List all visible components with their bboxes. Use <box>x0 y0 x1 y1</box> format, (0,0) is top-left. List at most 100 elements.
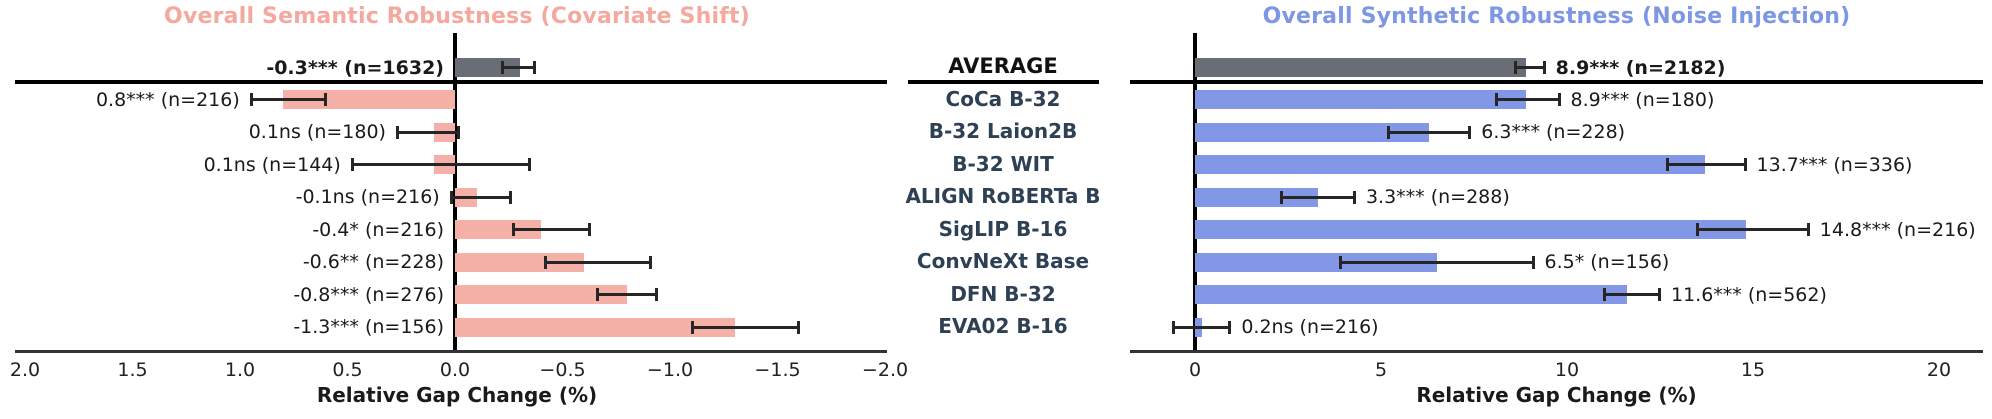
x-tick-label: 0.0 <box>439 359 471 381</box>
error-bar-cap <box>324 93 327 106</box>
model-bar <box>1195 187 1318 207</box>
error-bar <box>450 195 511 199</box>
error-bar-cap <box>1806 223 1810 236</box>
error-bar <box>1172 325 1231 329</box>
model-name: CoCa B-32 <box>945 86 1061 111</box>
model-bar <box>1195 90 1527 109</box>
value-label: 8.9*** (n=2182) <box>1555 56 1726 79</box>
error-bar-cap <box>1658 288 1661 301</box>
error-bar <box>396 130 460 134</box>
error-bar <box>1496 98 1560 101</box>
x-tick-label: −2.0 <box>861 359 909 381</box>
left-x-axis-title: Relative Gap Change (%) <box>316 383 598 407</box>
center-average-label: AVERAGE <box>948 54 1058 78</box>
x-tick-label: 0.5 <box>332 359 363 381</box>
x-tick-label: 15 <box>1740 359 1766 381</box>
error-bar <box>351 163 531 166</box>
model-name: DFN B-32 <box>950 281 1056 306</box>
x-tick-label: −1.0 <box>646 359 694 381</box>
error-bar <box>1280 195 1355 199</box>
model-name: SigLIP B-16 <box>938 216 1068 241</box>
model-bar <box>455 220 541 239</box>
x-tick-label: 1.0 <box>224 359 256 381</box>
model-bar <box>455 285 627 304</box>
error-bar-cap <box>449 190 453 204</box>
error-bar-cap <box>1513 61 1517 74</box>
error-bar-cap <box>1495 93 1499 106</box>
error-bar <box>513 228 591 231</box>
error-bar-cap <box>508 190 512 204</box>
model-bar <box>1195 122 1430 142</box>
value-label: -0.1ns (n=216) <box>295 186 440 208</box>
value-label: 14.8*** (n=216) <box>1819 218 1976 241</box>
model-name: EVA02 B-16 <box>938 314 1068 338</box>
error-bar-cap <box>655 288 659 301</box>
error-bar <box>1388 130 1471 134</box>
error-bar-cap <box>1387 125 1391 139</box>
x-tick-label: 10 <box>1554 359 1580 381</box>
value-label: -0.4* (n=216) <box>312 218 444 241</box>
error-bar-cap <box>532 61 536 74</box>
error-bar-cap <box>1542 61 1546 74</box>
value-label: 0.1ns (n=180) <box>248 121 386 143</box>
value-label: -0.3*** (n=1632) <box>266 56 444 79</box>
error-bar-cap <box>1696 223 1700 236</box>
model-name: B-32 Laion2B <box>928 119 1078 143</box>
x-tick-label: 0 <box>1188 359 1202 381</box>
average-separator-line <box>908 80 1099 84</box>
error-bar-cap <box>501 61 505 74</box>
error-bar-cap <box>1743 158 1747 171</box>
right-x-axis-title: Relative Gap Change (%) <box>1416 383 1697 407</box>
model-bar <box>455 317 735 337</box>
error-bar-cap <box>1352 190 1356 204</box>
x-tick-label: 5 <box>1374 359 1388 381</box>
value-label: 3.3*** (n=288) <box>1365 186 1510 208</box>
x-axis-line <box>15 350 887 353</box>
error-bar-cap <box>1603 288 1607 301</box>
value-label: 0.1ns (n=144) <box>203 153 341 176</box>
value-label: 6.5* (n=156) <box>1544 251 1670 273</box>
error-bar <box>545 260 651 264</box>
model-bar <box>1195 252 1437 272</box>
error-bar-cap <box>1171 320 1175 334</box>
value-label: -0.6** (n=228) <box>302 251 444 273</box>
error-bar <box>596 293 658 296</box>
x-tick-label: −1.5 <box>754 359 801 381</box>
average-bar <box>1195 58 1527 77</box>
value-label: 11.6*** (n=562) <box>1671 283 1827 306</box>
error-bar-cap <box>1531 255 1535 269</box>
error-bar <box>1514 66 1545 69</box>
model-name: ConvNeXt Base <box>916 249 1090 273</box>
error-bar <box>250 98 326 101</box>
error-bar-cap <box>1228 320 1232 334</box>
error-bar <box>502 66 535 69</box>
model-bar <box>1195 155 1705 174</box>
error-bar-cap <box>544 255 548 269</box>
x-tick-label: 2.0 <box>9 359 41 381</box>
x-tick-label: 20 <box>1926 359 1952 381</box>
error-bar <box>1340 260 1534 264</box>
average-separator-line <box>15 80 887 84</box>
error-bar-cap <box>1279 190 1283 204</box>
error-bar-cap <box>588 223 592 236</box>
error-bar-cap <box>690 320 694 334</box>
value-label: 6.3*** (n=228) <box>1481 121 1626 143</box>
error-bar-cap <box>457 125 461 139</box>
error-bar <box>1604 293 1660 296</box>
error-bar-cap <box>595 288 599 301</box>
error-bar-cap <box>528 158 532 171</box>
model-name: B-32 WIT <box>952 151 1054 176</box>
error-bar-cap <box>1468 125 1472 139</box>
value-label: 0.2ns (n=216) <box>1241 316 1379 338</box>
error-bar-cap <box>797 320 800 334</box>
error-bar-cap <box>512 223 516 236</box>
error-bar-cap <box>395 125 399 139</box>
x-tick-label: −0.5 <box>539 359 586 381</box>
error-bar-cap <box>350 158 354 171</box>
average-separator-line <box>1130 80 1983 84</box>
model-bar <box>1195 220 1746 239</box>
value-label: -0.8*** (n=276) <box>293 283 444 306</box>
x-tick-label: 1.5 <box>117 359 148 381</box>
error-bar-cap <box>1666 158 1670 171</box>
model-bar <box>1195 285 1627 304</box>
